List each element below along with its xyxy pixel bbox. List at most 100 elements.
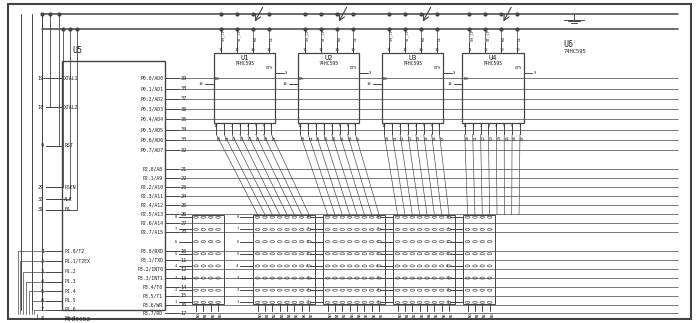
Text: 14: 14	[181, 285, 187, 289]
Text: 4: 4	[495, 124, 498, 129]
Text: 4: 4	[307, 264, 309, 268]
Text: P1.1/T2EX: P1.1/T2EX	[64, 259, 90, 264]
Text: P2.3/A11: P2.3/A11	[140, 194, 163, 199]
Bar	[323, 215, 385, 304]
Text: 74HC595: 74HC595	[483, 61, 503, 67]
Text: U4: U4	[489, 55, 497, 61]
Bar	[462, 53, 524, 123]
Text: Q7S: Q7S	[266, 65, 274, 69]
Text: 12: 12	[402, 47, 407, 51]
Text: 74HC595: 74HC595	[564, 49, 587, 54]
Text: 30: 30	[38, 196, 44, 202]
Text: XTAL2: XTAL2	[64, 105, 79, 110]
Text: N1: N1	[204, 312, 208, 317]
Text: MR: MR	[253, 36, 258, 41]
Text: Q3: Q3	[241, 135, 244, 141]
Text: N0: N0	[398, 312, 402, 317]
Text: ST_CP: ST_CP	[486, 28, 490, 41]
Text: DS: DS	[299, 77, 304, 81]
Text: Q4: Q4	[248, 135, 253, 141]
Bar	[253, 215, 315, 304]
Text: MR: MR	[502, 36, 506, 41]
Text: N2: N2	[483, 312, 487, 317]
Text: N4: N4	[288, 312, 292, 317]
Text: 5: 5	[255, 124, 257, 129]
Text: ST_CP: ST_CP	[405, 28, 409, 41]
Text: 3: 3	[307, 276, 309, 280]
Text: N0: N0	[328, 312, 332, 317]
Text: 24: 24	[181, 194, 187, 199]
Text: P1.4: P1.4	[64, 289, 76, 294]
Text: U2: U2	[324, 55, 332, 61]
Text: 31: 31	[38, 207, 44, 212]
Text: 35: 35	[181, 117, 187, 122]
Text: 2: 2	[237, 288, 239, 292]
Text: Q7: Q7	[440, 135, 444, 141]
Text: 2: 2	[231, 124, 233, 129]
Text: OE: OE	[518, 36, 522, 41]
Text: P3.3/INT1: P3.3/INT1	[137, 276, 163, 281]
Text: 21: 21	[181, 167, 187, 172]
Text: 7: 7	[307, 227, 309, 232]
Text: 74HC595: 74HC595	[402, 61, 422, 67]
Text: 2: 2	[41, 259, 44, 264]
Text: 1: 1	[377, 300, 379, 304]
Text: 9: 9	[453, 70, 455, 75]
Text: 32: 32	[181, 148, 187, 152]
Text: Q3: Q3	[489, 135, 493, 141]
Bar	[214, 53, 275, 123]
Text: 14: 14	[447, 82, 452, 87]
Text: 3: 3	[323, 124, 325, 129]
Text: Q5: Q5	[505, 135, 509, 141]
Text: 6: 6	[262, 124, 265, 129]
Text: 22: 22	[181, 176, 187, 181]
Text: 7: 7	[519, 124, 522, 129]
Text: 4: 4	[237, 264, 239, 268]
Text: 3: 3	[239, 124, 241, 129]
Text: 2: 2	[399, 124, 401, 129]
Text: Q7S: Q7S	[350, 65, 358, 69]
Text: Q6: Q6	[349, 135, 352, 141]
Text: Q7: Q7	[272, 135, 276, 141]
Text: 74HC595: 74HC595	[318, 61, 338, 67]
Bar	[298, 53, 359, 123]
Text: N3: N3	[420, 312, 424, 317]
Bar	[393, 215, 455, 304]
Text: 26: 26	[181, 212, 187, 217]
Text: 7: 7	[175, 227, 177, 232]
Text: N7: N7	[449, 312, 454, 317]
Text: 3: 3	[487, 124, 489, 129]
Text: 6: 6	[237, 240, 239, 244]
Text: ALE: ALE	[64, 196, 73, 202]
Text: 1: 1	[223, 124, 225, 129]
Text: 74HC595: 74HC595	[234, 61, 254, 67]
Text: 15: 15	[382, 124, 386, 129]
Text: 7: 7	[447, 227, 449, 232]
Text: 15: 15	[463, 124, 467, 129]
Text: 27: 27	[181, 221, 187, 225]
Text: 8: 8	[307, 215, 309, 219]
Text: Q1: Q1	[393, 135, 397, 141]
Text: N2: N2	[211, 312, 216, 317]
Text: 38: 38	[181, 86, 187, 91]
Text: N0: N0	[468, 312, 472, 317]
Text: 13: 13	[351, 47, 356, 51]
Text: 1: 1	[391, 124, 393, 129]
Text: SH_CP: SH_CP	[470, 28, 474, 41]
Text: Q4: Q4	[416, 135, 421, 141]
Text: 1: 1	[307, 124, 309, 129]
Text: 28: 28	[181, 230, 187, 234]
Text: P2.4/A12: P2.4/A12	[140, 203, 163, 208]
Text: 15: 15	[181, 294, 187, 298]
Text: 3: 3	[175, 276, 177, 280]
Text: N1: N1	[336, 312, 340, 317]
Text: P3.1/TXD: P3.1/TXD	[140, 258, 163, 263]
Text: EA: EA	[64, 207, 70, 212]
Text: N4: N4	[358, 312, 362, 317]
Text: 8: 8	[447, 215, 449, 219]
Text: N2: N2	[343, 312, 347, 317]
Text: N1: N1	[265, 312, 270, 317]
Text: Q0: Q0	[385, 135, 389, 141]
Text: 11: 11	[467, 47, 472, 51]
Text: Q5: Q5	[340, 135, 344, 141]
